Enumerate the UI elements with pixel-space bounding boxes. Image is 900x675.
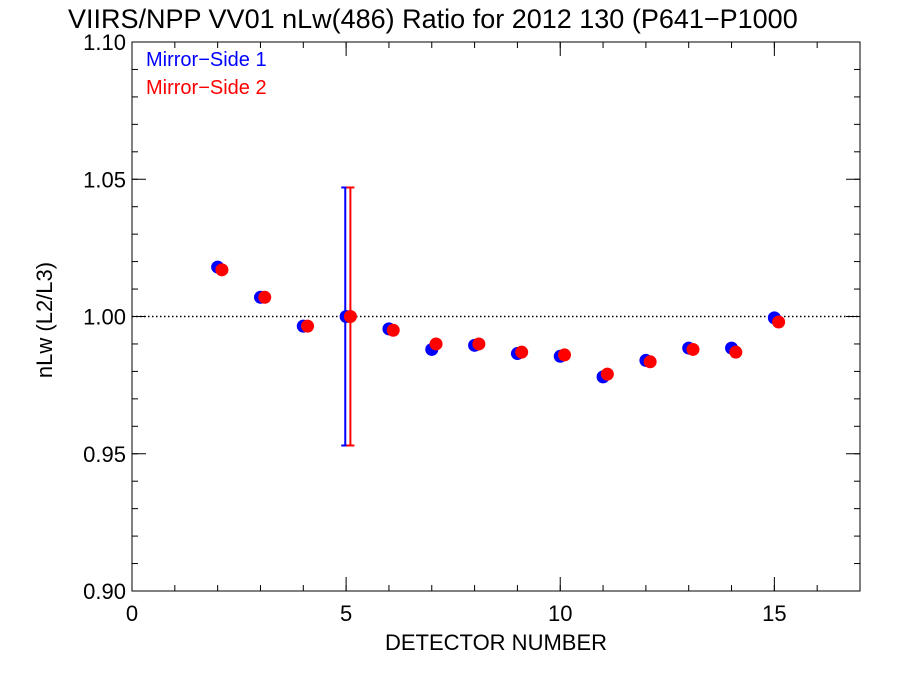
series-2-point [429, 337, 443, 351]
y-axis-label: nLw (L2/L3) [32, 262, 57, 378]
x-tick-label: 5 [340, 601, 352, 626]
y-tick-label: 1.10 [83, 30, 126, 55]
series-2-point [643, 355, 657, 369]
legend-entry: Mirror−Side 2 [146, 77, 267, 99]
series-2-point [343, 310, 357, 323]
series-2-point [686, 342, 700, 356]
series-2-point [772, 315, 786, 329]
series-2-point [515, 345, 529, 359]
data-points [211, 260, 786, 384]
y-tick-label: 1.05 [83, 167, 126, 192]
x-tick-label: 10 [548, 601, 572, 626]
series-2-point [729, 345, 743, 359]
series-2-point [386, 323, 400, 337]
x-tick-label: 15 [762, 601, 786, 626]
series-2-point [215, 263, 229, 277]
y-tick-label: 1.00 [83, 305, 126, 330]
axis-ticks: 0 5 10 15 0.90 0.95 1.00 1.05 1.10 [83, 30, 861, 626]
y-tick-label: 0.90 [83, 579, 126, 604]
series-2-point [258, 290, 272, 304]
y-tick-label: 0.95 [83, 442, 126, 467]
series-2-point [472, 337, 486, 351]
chart-title: VIIRS/NPP VV01 nLw(486) Ratio for 2012 1… [68, 4, 798, 34]
series-2-point [558, 348, 572, 362]
legend: Mirror−Side 1 Mirror−Side 2 [146, 49, 267, 99]
x-axis-label: DETECTOR NUMBER [385, 630, 607, 655]
series-2-point [600, 367, 614, 381]
legend-entry: Mirror−Side 1 [146, 49, 267, 71]
x-tick-label: 0 [126, 601, 138, 626]
series-2-point [301, 319, 315, 333]
